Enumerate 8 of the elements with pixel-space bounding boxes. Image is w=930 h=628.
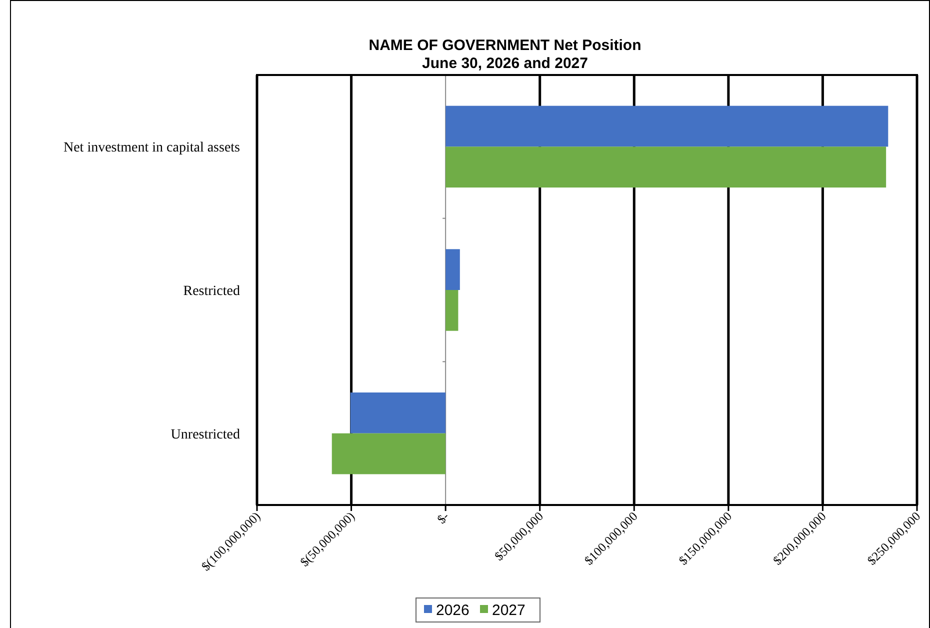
- y-tick-label: Net investment in capital assets: [63, 140, 240, 156]
- chart-subtitle: June 30, 2026 and 2027: [422, 55, 588, 72]
- legend-label: 2027: [492, 602, 526, 619]
- x-tick-label: $-: [434, 509, 452, 526]
- legend-label: 2026: [436, 602, 470, 619]
- y-tick-label: Unrestricted: [170, 427, 240, 442]
- chart-title: NAME OF GOVERNMENT Net Position: [368, 37, 642, 54]
- y-tick-label: Restricted: [183, 284, 240, 299]
